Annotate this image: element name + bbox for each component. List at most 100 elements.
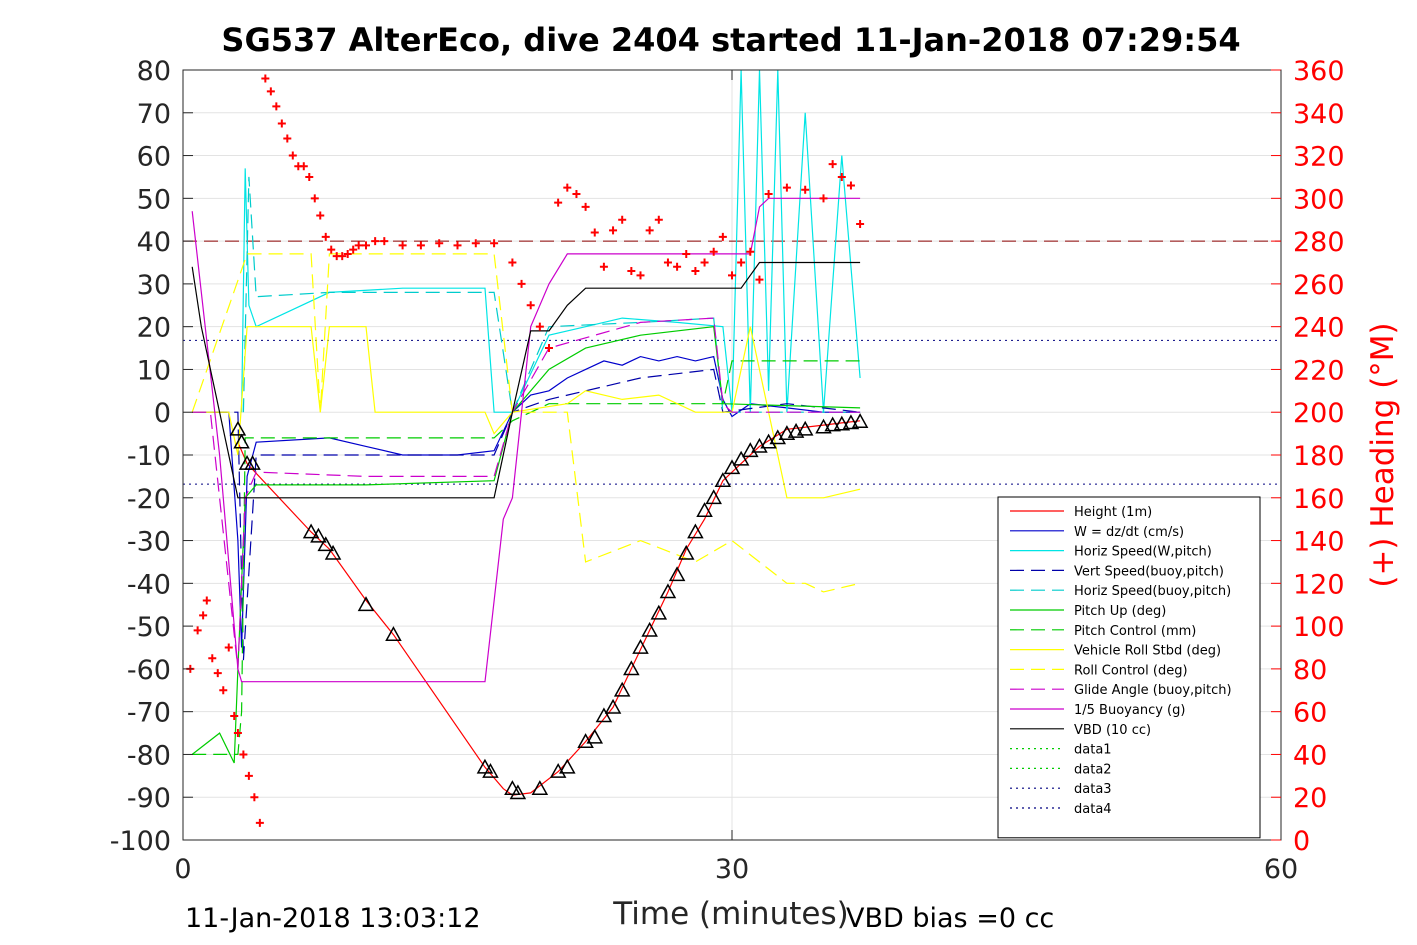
- markers: [186, 74, 869, 827]
- heading-marker: [266, 87, 275, 96]
- heading-marker: [517, 279, 526, 288]
- heading-marker: [572, 190, 581, 199]
- triangle-marker: [310, 527, 327, 543]
- heading-marker: [230, 711, 239, 720]
- triangle-marker: [705, 489, 722, 505]
- triangle-marker: [659, 583, 677, 599]
- series-line-4: [192, 368, 861, 661]
- x-tick-label: 60: [1264, 854, 1298, 885]
- series-line-10: [192, 317, 861, 669]
- legend-label: VBD (10 cc): [1074, 723, 1151, 738]
- series-line-5: [242, 176, 861, 415]
- triangle-marker: [559, 758, 576, 774]
- y2-tick-label: 340: [1293, 99, 1345, 130]
- legend-label: Horiz Speed(buoy,pitch): [1074, 584, 1231, 599]
- series-lines: [191, 69, 861, 796]
- legend-label: Glide Angle (buoy,pitch): [1074, 683, 1232, 698]
- legend-label: Height (1m): [1074, 505, 1152, 520]
- triangle-marker: [595, 707, 613, 723]
- series-line-11: [191, 197, 861, 683]
- triangle-marker: [244, 455, 261, 470]
- x-tick-label: 30: [715, 854, 749, 885]
- heading-marker: [202, 596, 211, 605]
- triangle-marker: [531, 780, 549, 796]
- y2-tick-label: 160: [1293, 484, 1345, 515]
- triangle-marker: [604, 698, 622, 714]
- heading-marker: [718, 232, 727, 241]
- x-axis-label: Time (minutes): [612, 896, 848, 932]
- y-tick-label: -20: [127, 484, 171, 515]
- y2-tick-label: 60: [1293, 698, 1327, 729]
- triangle-marker: [317, 536, 335, 552]
- heading-marker: [728, 271, 736, 280]
- heading-marker: [856, 220, 865, 228]
- triangle-marker: [357, 596, 375, 612]
- y-tick-label: 30: [137, 270, 171, 301]
- triangle-marker: [723, 459, 741, 475]
- triangle-marker: [229, 420, 247, 436]
- heading-marker: [380, 237, 389, 246]
- triangle-marker: [632, 638, 649, 654]
- heading-marker: [255, 818, 264, 827]
- heading-marker: [508, 258, 517, 267]
- series-line-6: [191, 326, 861, 764]
- y2-tick-label: 320: [1293, 142, 1345, 173]
- y2-tick-label: 140: [1293, 527, 1345, 558]
- y2-tick-label: 0: [1293, 826, 1310, 857]
- heading-marker: [819, 194, 828, 203]
- legend-label: Roll Control (deg): [1074, 663, 1188, 678]
- y-tick-label: 60: [137, 142, 171, 173]
- heading-marker: [349, 245, 358, 254]
- heading-marker: [782, 183, 791, 192]
- footer-timestamp: 11-Jan-2018 13:03:12: [185, 903, 481, 934]
- y2-axis-label: (+) Heading (°M): [1365, 322, 1401, 587]
- series-line-2: [192, 355, 861, 648]
- y-tick-label: 70: [137, 99, 171, 130]
- heading-marker: [233, 729, 242, 738]
- triangle-marker: [833, 415, 851, 431]
- heading-marker: [310, 194, 319, 203]
- heading-marker: [416, 241, 425, 250]
- legend-label: Pitch Up (deg): [1074, 604, 1166, 619]
- legend-label: data4: [1074, 802, 1112, 817]
- heading-marker: [828, 160, 837, 169]
- y-tick-label: -30: [127, 527, 171, 558]
- legend-label: Horiz Speed(W,pitch): [1074, 545, 1212, 560]
- y2-tick-label: 300: [1293, 184, 1345, 215]
- triangle-marker: [613, 681, 631, 697]
- heading-marker: [327, 245, 336, 254]
- y-tick-label: 80: [137, 56, 171, 87]
- series-line-8: [192, 326, 861, 499]
- heading-marker: [627, 267, 636, 276]
- y-tick-label: 50: [137, 184, 171, 215]
- legend: Height (1m) W = dz/dt (cm/s) Horiz Speed(W…: [997, 496, 1261, 839]
- legend-label: 1/5 Buoyancy (g): [1074, 703, 1185, 718]
- y2-tick-label: 180: [1293, 441, 1345, 472]
- heading-marker: [682, 249, 691, 258]
- legend-label: Pitch Control (mm): [1074, 624, 1196, 639]
- heading-marker: [746, 247, 755, 256]
- heading-marker: [239, 750, 248, 759]
- legend-label: data2: [1074, 762, 1112, 777]
- heading-marker: [691, 267, 700, 276]
- heading-marker: [398, 241, 407, 250]
- triangle-marker: [696, 502, 713, 517]
- triangle-marker: [787, 422, 805, 438]
- heading-marker: [599, 262, 608, 271]
- y2-tick-label: 100: [1293, 612, 1345, 643]
- legend-label: W = dz/dt (cm/s): [1074, 525, 1184, 540]
- y-tick-label: -70: [127, 698, 171, 729]
- heading-marker: [709, 247, 718, 256]
- heading-marker: [244, 771, 253, 780]
- triangle-marker: [714, 472, 732, 488]
- heading-marker: [554, 198, 563, 207]
- heading-marker: [764, 190, 773, 199]
- heading-marker: [272, 102, 281, 111]
- heading-marker: [590, 228, 599, 237]
- y2-tick-label: 260: [1293, 270, 1345, 301]
- heading-marker: [673, 262, 682, 271]
- heading-marker: [338, 252, 347, 261]
- heading-marker: [618, 215, 627, 224]
- triangle-marker: [842, 414, 860, 430]
- heading-marker: [837, 172, 846, 181]
